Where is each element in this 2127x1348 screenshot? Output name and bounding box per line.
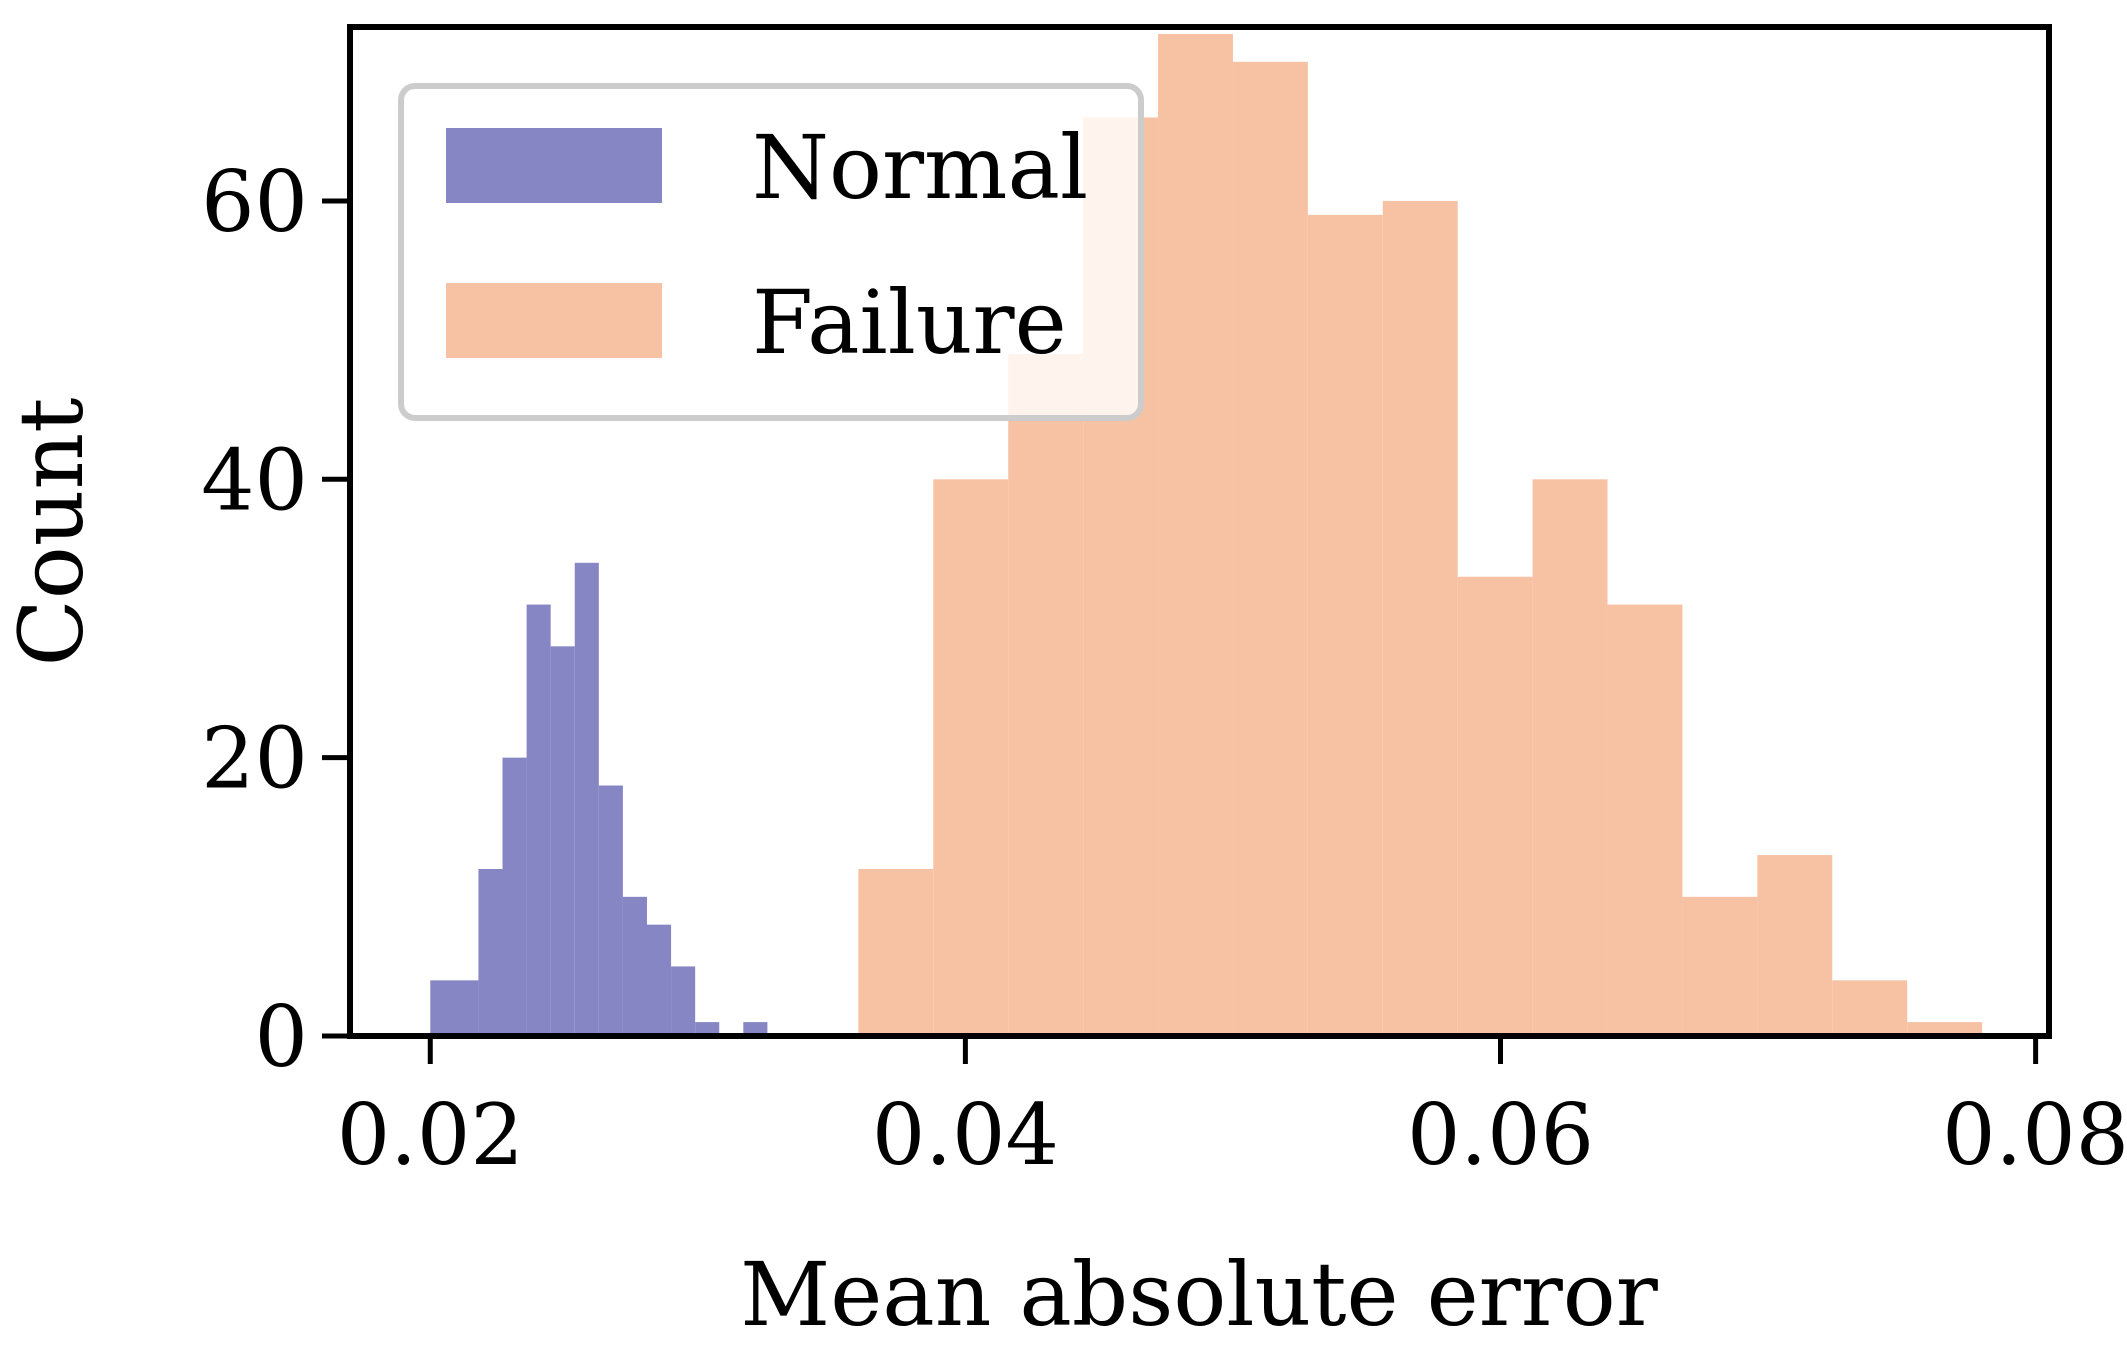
x-axis-label: Mean absolute error	[740, 1243, 1659, 1346]
normal-bar	[695, 1022, 720, 1036]
normal-bar	[622, 896, 647, 1036]
failure-bar	[1607, 604, 1683, 1036]
failure-bar	[1682, 896, 1758, 1036]
y-tick-label: 40	[201, 431, 308, 529]
y-axis-ticks: 0 20 40 60	[201, 153, 350, 1086]
normal-bar	[574, 562, 599, 1036]
normal-bar	[430, 980, 479, 1036]
legend-label-failure: Failure	[752, 271, 1067, 374]
normal-bar	[598, 785, 623, 1036]
failure-bar	[1307, 214, 1383, 1036]
failure-bar	[933, 479, 1009, 1037]
y-tick-label: 60	[201, 153, 308, 251]
failure-bar	[1382, 200, 1458, 1036]
normal-bar	[671, 966, 696, 1036]
normal-bar	[478, 868, 503, 1036]
legend-swatch-failure	[446, 283, 662, 358]
normal-bar	[526, 604, 551, 1036]
legend-label-normal: Normal	[752, 116, 1088, 219]
failure-bar	[1158, 33, 1233, 1037]
normal-bar	[646, 924, 672, 1036]
failure-bar	[1008, 354, 1084, 1036]
x-axis-ticks: 0.02 0.04 0.06 0.08	[337, 1036, 2127, 1184]
legend-swatch-normal	[446, 128, 662, 203]
failure-bars	[858, 33, 1983, 1037]
x-tick-label: 0.06	[1407, 1086, 1594, 1184]
failure-bar	[1532, 479, 1608, 1037]
x-tick-label: 0.08	[1942, 1086, 2127, 1184]
legend: Normal Failure	[398, 83, 1144, 421]
y-tick-label: 0	[255, 988, 308, 1086]
normal-bar	[743, 1022, 768, 1036]
y-axis-label: Count	[0, 397, 103, 666]
failure-bar	[1457, 576, 1533, 1036]
failure-bar	[1907, 1022, 1983, 1036]
normal-bar	[502, 757, 527, 1036]
failure-bar	[1832, 980, 1908, 1036]
failure-bar	[1757, 855, 1833, 1036]
x-tick-label: 0.04	[872, 1086, 1059, 1184]
normal-bars	[430, 562, 768, 1036]
y-tick-label: 20	[201, 710, 308, 808]
failure-bar	[858, 868, 934, 1036]
normal-bar	[550, 646, 575, 1036]
failure-bar	[1232, 61, 1308, 1037]
x-tick-label: 0.02	[337, 1086, 524, 1184]
plot-frame	[347, 24, 2052, 1039]
